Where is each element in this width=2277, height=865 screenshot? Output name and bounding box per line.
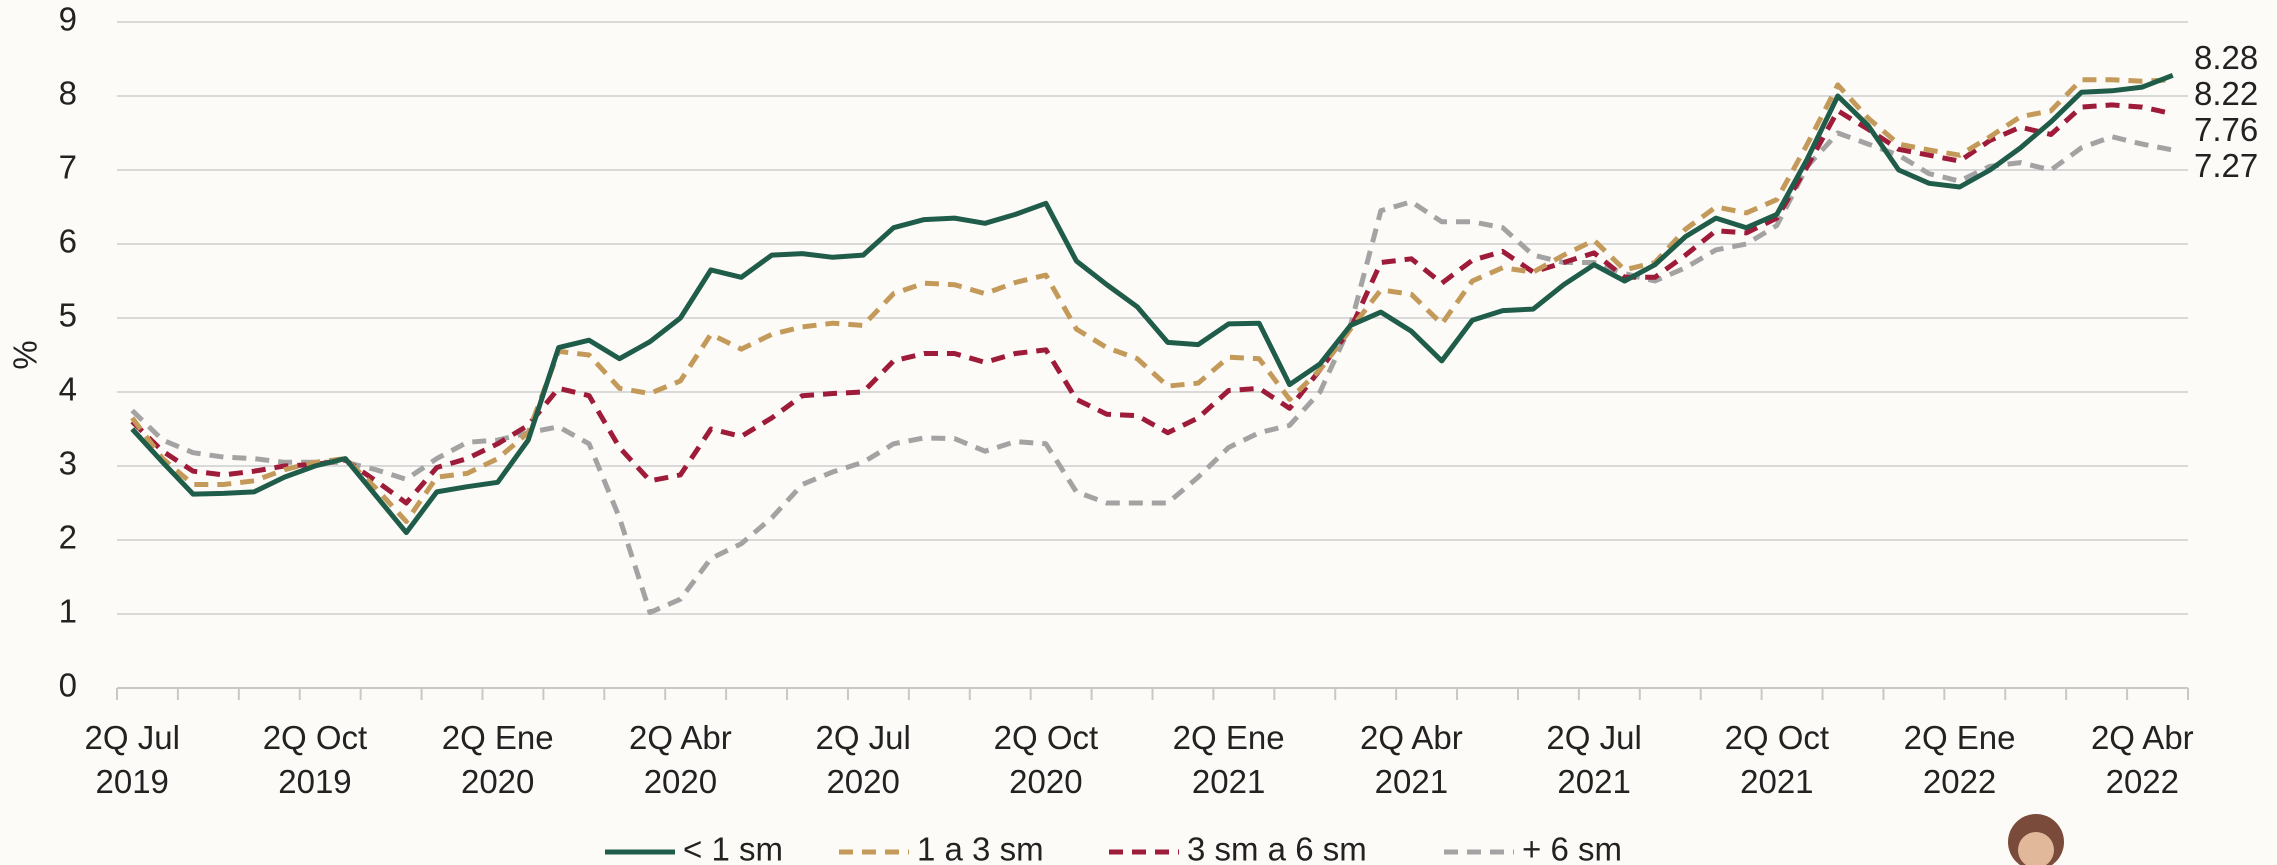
x-tick-label: 2Q Abr 2020: [629, 719, 732, 800]
end-value-label: 7.27: [2194, 147, 2258, 184]
x-tick-label: 2Q Ene 2020: [441, 719, 554, 800]
legend-item: < 1 sm: [605, 831, 783, 865]
x-tick-label: 2Q Jul 2019: [84, 719, 180, 800]
portrait-icon: [2008, 814, 2064, 865]
end-value-label: 8.22: [2194, 75, 2258, 112]
y-tick-label: 0: [59, 667, 77, 704]
series-line: [130, 77, 2173, 524]
y-tick-label: 4: [59, 371, 77, 408]
x-tick-label: 2Q Abr 2021: [1360, 719, 1463, 800]
y-tick-label: 1: [59, 593, 77, 630]
x-tick-label: 2Q Ene 2022: [1903, 719, 2016, 800]
legend-label: < 1 sm: [683, 831, 783, 865]
x-tick-label: 2Q Jul 2021: [1546, 719, 1642, 800]
x-tick-label: 2Q Oct 2019: [262, 719, 368, 800]
y-tick-label: 2: [59, 519, 77, 556]
legend-label: 3 sm a 6 sm: [1187, 831, 1367, 865]
x-tick-label: 2Q Oct 2021: [1724, 719, 1830, 800]
y-tick-label: 5: [59, 297, 77, 334]
x-tick-label: 2Q Abr 2022: [2090, 719, 2194, 800]
end-value-label: 7.76: [2194, 111, 2258, 148]
legend-item: + 6 sm: [1444, 831, 1622, 865]
legend-item: 3 sm a 6 sm: [1109, 831, 1367, 865]
y-axis-label: %: [7, 340, 44, 369]
series-line: [130, 72, 2174, 536]
y-tick-label: 7: [59, 149, 77, 186]
y-tick-label: 6: [59, 223, 77, 260]
end-value-label: 8.28: [2194, 39, 2258, 76]
legend-item: 1 a 3 sm: [839, 831, 1044, 865]
y-tick-label: 9: [59, 1, 77, 38]
y-tick-label: 3: [59, 445, 77, 482]
series-line: [130, 130, 2174, 615]
x-tick-label: 2Q Ene 2021: [1172, 719, 1285, 800]
x-tick-label: 2Q Oct 2020: [993, 719, 1099, 800]
legend-label: 1 a 3 sm: [917, 831, 1044, 865]
series-line: [130, 102, 2174, 506]
x-tick-label: 2Q Jul 2020: [815, 719, 911, 800]
legend-label: + 6 sm: [1522, 831, 1622, 865]
y-tick-label: 8: [59, 75, 77, 112]
